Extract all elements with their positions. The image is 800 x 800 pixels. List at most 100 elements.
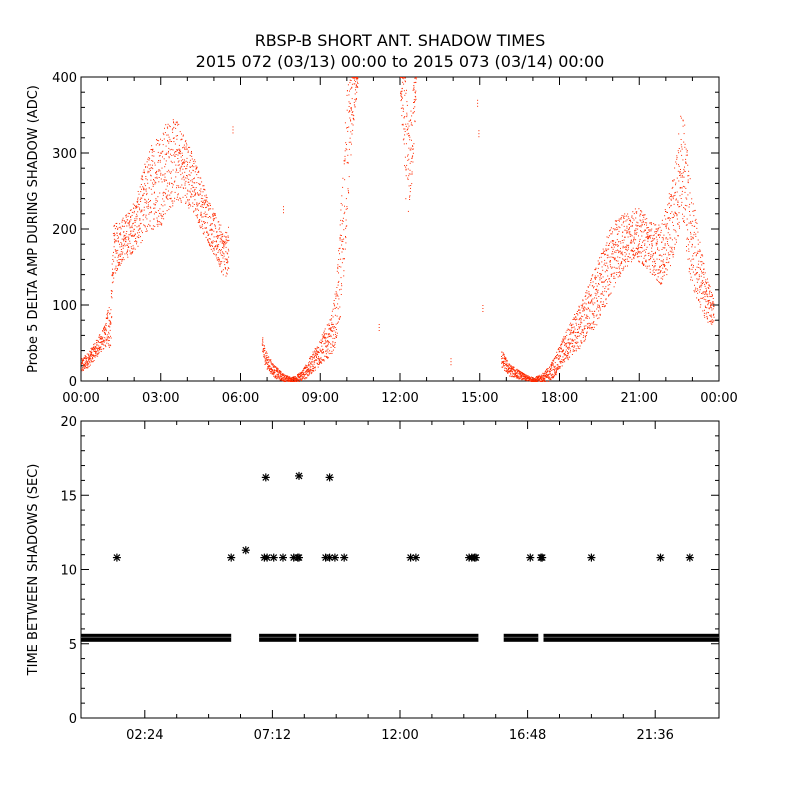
top-data-point	[338, 248, 340, 250]
top-data-point	[193, 189, 195, 191]
top-data-point	[262, 341, 264, 343]
top-data-point	[156, 173, 158, 175]
top-data-point	[677, 223, 679, 225]
top-data-point	[278, 374, 280, 376]
top-data-point	[191, 181, 193, 183]
top-data-point	[325, 337, 326, 339]
top-data-point	[200, 205, 202, 207]
top-data-point	[125, 221, 127, 223]
top-data-point	[137, 198, 139, 200]
top-data-point	[285, 375, 287, 377]
top-data-point	[510, 375, 512, 377]
top-data-point	[139, 228, 141, 230]
top-data-point	[199, 202, 200, 204]
top-data-point	[147, 170, 149, 172]
top-data-point	[512, 371, 514, 373]
top-data-point	[631, 216, 633, 218]
top-data-point	[200, 177, 202, 179]
top-data-point	[145, 188, 147, 190]
top-data-point	[97, 344, 99, 346]
top-data-point	[652, 274, 654, 275]
top-data-point	[320, 361, 322, 363]
top-data-point	[105, 323, 107, 324]
top-isolated-point	[283, 212, 284, 214]
top-data-point	[667, 232, 669, 234]
top-data-point	[645, 265, 647, 267]
top-data-point	[668, 197, 670, 199]
top-data-point	[526, 376, 528, 378]
top-data-point	[305, 365, 307, 367]
top-data-point	[661, 219, 663, 221]
top-data-point	[579, 309, 581, 311]
top-data-point	[680, 198, 682, 199]
top-data-point	[687, 258, 689, 260]
top-data-point	[109, 320, 111, 322]
top-data-point	[503, 365, 505, 367]
top-data-point	[172, 119, 174, 121]
top-data-point	[155, 202, 157, 204]
top-data-point	[110, 337, 112, 339]
top-data-point	[621, 224, 623, 226]
top-data-point	[121, 238, 123, 240]
top-data-point	[308, 374, 310, 376]
top-data-point	[665, 237, 667, 239]
top-data-point	[267, 362, 269, 364]
top-data-point	[214, 224, 216, 226]
top-data-point	[622, 215, 624, 217]
top-data-point	[314, 366, 316, 368]
top-data-point	[209, 245, 211, 246]
top-data-point	[172, 186, 173, 188]
top-data-point	[191, 194, 193, 196]
top-data-point	[106, 340, 108, 342]
top-data-point	[412, 112, 414, 114]
top-data-point	[209, 225, 211, 226]
top-data-point	[620, 253, 622, 255]
top-data-point	[125, 241, 127, 243]
top-data-point	[686, 150, 688, 152]
top-data-point	[169, 183, 170, 185]
top-data-point	[278, 372, 280, 374]
top-data-point	[674, 211, 676, 213]
top-data-point	[659, 226, 661, 228]
top-data-point	[295, 379, 297, 381]
top-data-point	[117, 227, 119, 229]
top-data-point	[327, 336, 329, 338]
top-data-point	[315, 355, 317, 357]
top-data-point	[190, 195, 192, 197]
top-data-point	[713, 303, 715, 305]
top-data-point	[612, 242, 614, 244]
top-data-point	[81, 361, 83, 363]
top-data-point	[689, 241, 691, 243]
top-data-point	[221, 238, 223, 240]
top-data-point	[273, 366, 275, 368]
top-data-point	[202, 204, 204, 206]
top-data-point	[709, 295, 711, 297]
top-data-point	[703, 273, 705, 275]
top-data-point	[631, 242, 633, 244]
top-data-point	[542, 373, 544, 374]
asterisk-stroke	[326, 554, 334, 562]
top-data-point	[693, 265, 694, 267]
top-data-point	[578, 312, 580, 314]
top-data-point	[141, 178, 143, 180]
top-data-point	[522, 372, 524, 374]
top-data-point	[159, 143, 161, 145]
top-data-point	[555, 356, 557, 358]
top-data-point	[551, 367, 553, 369]
top-data-point	[321, 349, 323, 351]
top-data-point	[84, 355, 86, 357]
top-data-point	[627, 230, 629, 232]
top-data-point	[580, 340, 582, 342]
top-data-point	[300, 376, 302, 378]
top-data-point	[340, 237, 341, 239]
top-data-point	[561, 344, 563, 345]
top-data-point	[649, 222, 651, 224]
top-data-point	[278, 378, 280, 380]
top-data-point	[553, 358, 555, 360]
top-data-point	[224, 267, 226, 269]
top-data-point	[200, 226, 202, 228]
top-data-point	[661, 249, 663, 250]
top-data-point	[613, 240, 615, 242]
top-data-point	[611, 233, 613, 235]
top-isolated-point	[232, 126, 234, 128]
